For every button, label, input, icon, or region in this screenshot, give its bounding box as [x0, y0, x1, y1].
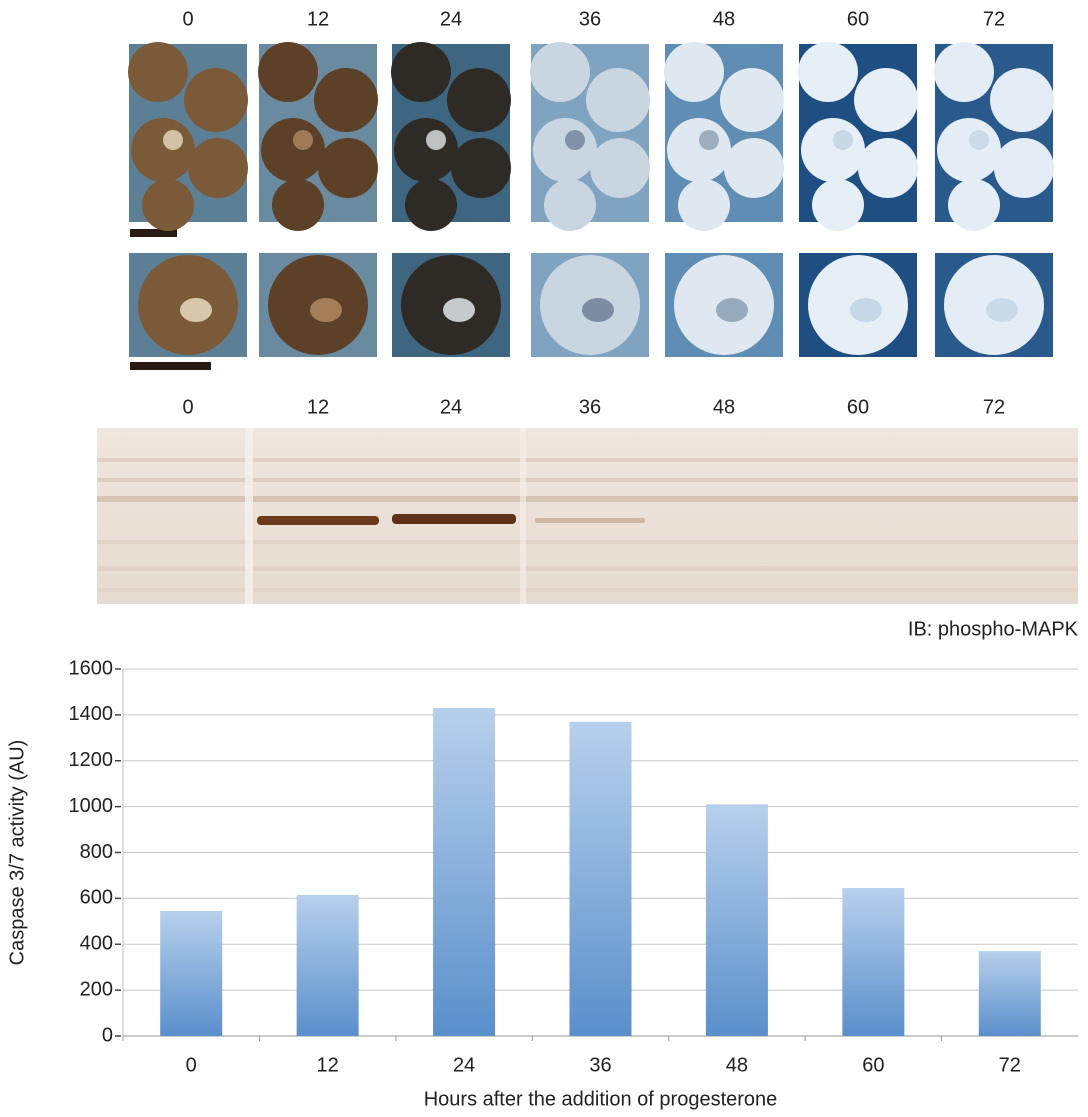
egg-closeup-detail — [582, 298, 614, 322]
photo-time-label: 48 — [713, 8, 735, 30]
photo-group — [530, 42, 650, 357]
x-tick-label: 24 — [453, 1054, 475, 1076]
egg — [405, 179, 457, 231]
blot-lane-label: 48 — [713, 396, 735, 418]
y-tick-label: 1000 — [69, 795, 114, 817]
egg — [394, 118, 458, 182]
egg-detail — [833, 130, 853, 150]
egg — [934, 42, 994, 102]
egg — [314, 68, 378, 132]
y-tick-label: 600 — [80, 887, 113, 909]
bar — [297, 895, 359, 1036]
egg — [948, 179, 1000, 231]
y-tick-label: 800 — [80, 841, 113, 863]
x-tick-label: 12 — [317, 1054, 339, 1076]
photo-time-label: 72 — [983, 8, 1005, 30]
western-blot — [97, 428, 1078, 604]
egg-closeup-detail — [443, 298, 475, 322]
egg — [451, 138, 511, 198]
photo-group — [391, 42, 511, 357]
photo-time-label: 36 — [579, 8, 601, 30]
egg — [272, 179, 324, 231]
bar — [842, 888, 904, 1036]
egg — [812, 179, 864, 231]
photo-group — [934, 42, 1054, 357]
y-tick-label: 200 — [80, 978, 113, 1000]
photo-time-label: 60 — [847, 8, 869, 30]
egg-detail — [969, 130, 989, 150]
photo-time-label: 24 — [440, 8, 462, 30]
egg — [664, 42, 724, 102]
egg-closeup-detail — [986, 298, 1018, 322]
egg-closeup-detail — [310, 298, 342, 322]
egg — [128, 42, 188, 102]
egg — [990, 68, 1054, 132]
y-tick-label: 1600 — [69, 657, 114, 679]
egg — [258, 42, 318, 102]
x-tick-label: 0 — [186, 1054, 197, 1076]
egg — [798, 42, 858, 102]
blot-lane-label: 24 — [440, 396, 462, 418]
photo-group — [258, 42, 378, 357]
egg-closeup-detail — [716, 298, 748, 322]
egg — [937, 118, 1001, 182]
egg — [131, 118, 195, 182]
egg — [142, 179, 194, 231]
egg — [261, 118, 325, 182]
scale-bar — [130, 362, 211, 370]
bar — [160, 911, 222, 1036]
photo-group — [664, 42, 784, 357]
egg — [667, 118, 731, 182]
egg — [994, 138, 1054, 198]
egg-detail — [426, 130, 446, 150]
photo-group — [128, 42, 248, 357]
egg — [533, 118, 597, 182]
y-axis-title: Caspase 3/7 activity (AU) — [6, 740, 28, 966]
x-tick-label: 36 — [589, 1054, 611, 1076]
egg-detail — [699, 130, 719, 150]
y-tick-label: 400 — [80, 933, 113, 955]
bar — [570, 722, 632, 1036]
bar — [433, 708, 495, 1036]
blot-caption: IB: phospho-MAPK — [908, 618, 1079, 640]
egg — [854, 68, 918, 132]
blot-lane-label: 72 — [983, 396, 1005, 418]
egg — [188, 138, 248, 198]
egg-detail — [565, 130, 585, 150]
blot-lane-label: 12 — [307, 396, 329, 418]
egg — [720, 68, 784, 132]
x-tick-label: 60 — [862, 1054, 884, 1076]
egg — [586, 68, 650, 132]
y-tick-label: 1400 — [69, 703, 114, 725]
egg-detail — [163, 130, 183, 150]
blot-lane-label: 36 — [579, 396, 601, 418]
egg — [318, 138, 378, 198]
egg — [530, 42, 590, 102]
x-axis-title: Hours after the addition of progesterone — [424, 1088, 778, 1110]
egg — [678, 179, 730, 231]
blot-lane-label: 60 — [847, 396, 869, 418]
photo-time-label: 0 — [182, 8, 193, 30]
egg — [447, 68, 511, 132]
egg — [801, 118, 865, 182]
figure: IB: phospho-MAPK 0 12 24 36 48 60 72 0 12 24 36 48 6… — [0, 0, 1088, 1117]
egg-closeup-detail — [180, 298, 212, 322]
photo-group — [798, 42, 918, 357]
y-tick-label: 1200 — [69, 749, 114, 771]
egg — [590, 138, 650, 198]
bar — [706, 804, 768, 1036]
egg-detail — [293, 130, 313, 150]
bar — [979, 951, 1041, 1036]
x-tick-label: 48 — [726, 1054, 748, 1076]
egg-closeup-detail — [850, 298, 882, 322]
x-tick-label: 72 — [999, 1054, 1021, 1076]
egg — [391, 42, 451, 102]
egg — [858, 138, 918, 198]
blot-lane-label: 0 — [182, 396, 193, 418]
egg — [544, 179, 596, 231]
egg — [184, 68, 248, 132]
photo-time-label: 12 — [307, 8, 329, 30]
y-tick-label: 0 — [102, 1024, 113, 1046]
egg — [724, 138, 784, 198]
